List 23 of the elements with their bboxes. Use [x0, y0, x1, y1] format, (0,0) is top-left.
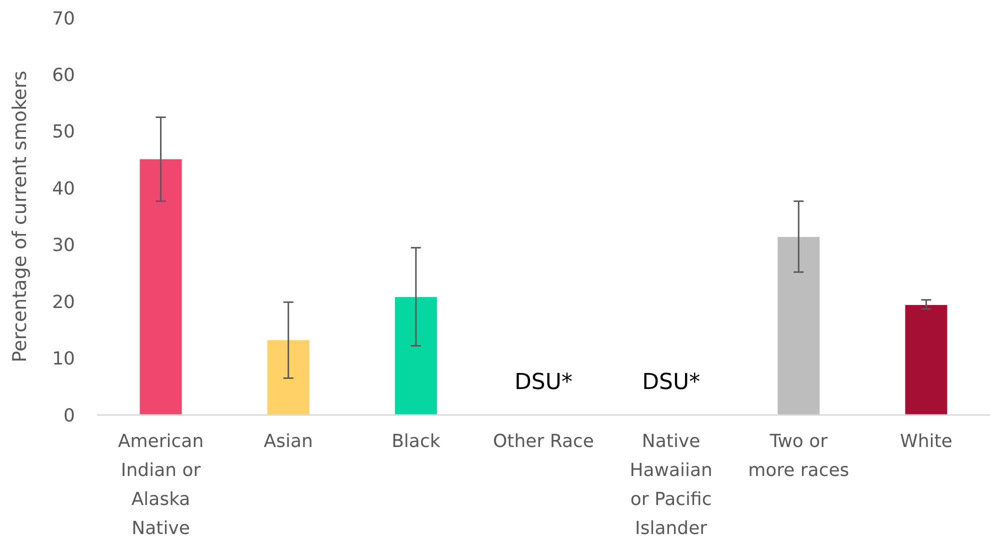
x-tick-label: Black — [392, 431, 441, 452]
bar — [905, 304, 948, 415]
y-tick-label: 30 — [52, 235, 75, 256]
y-tick-label: 40 — [52, 178, 75, 200]
x-tick-label: Native Hawaiian or Pacific Islander — [630, 431, 712, 539]
x-tick-label: Asian — [264, 431, 313, 452]
x-tick-label: White — [900, 431, 952, 452]
text: DSU* — [642, 370, 700, 395]
y-axis-title: Percentage of current smokers — [9, 70, 31, 362]
y-tick-label: 50 — [52, 122, 75, 143]
bar — [394, 297, 437, 415]
y-tick-label: 70 — [52, 8, 75, 30]
bar — [140, 159, 182, 415]
x-tick-label: Two or more races — [748, 431, 850, 481]
y-tick-label: 0 — [64, 405, 75, 426]
x-tick-label: American Indian or Alaska Native — [118, 431, 204, 539]
y-tick-label: 60 — [52, 65, 75, 86]
text: DSU* — [514, 370, 573, 395]
bar — [267, 340, 310, 415]
x-tick-label: Other Race — [493, 431, 594, 452]
bar — [778, 236, 820, 415]
y-tick-label: 20 — [52, 292, 75, 313]
y-tick-label: 10 — [52, 348, 75, 370]
